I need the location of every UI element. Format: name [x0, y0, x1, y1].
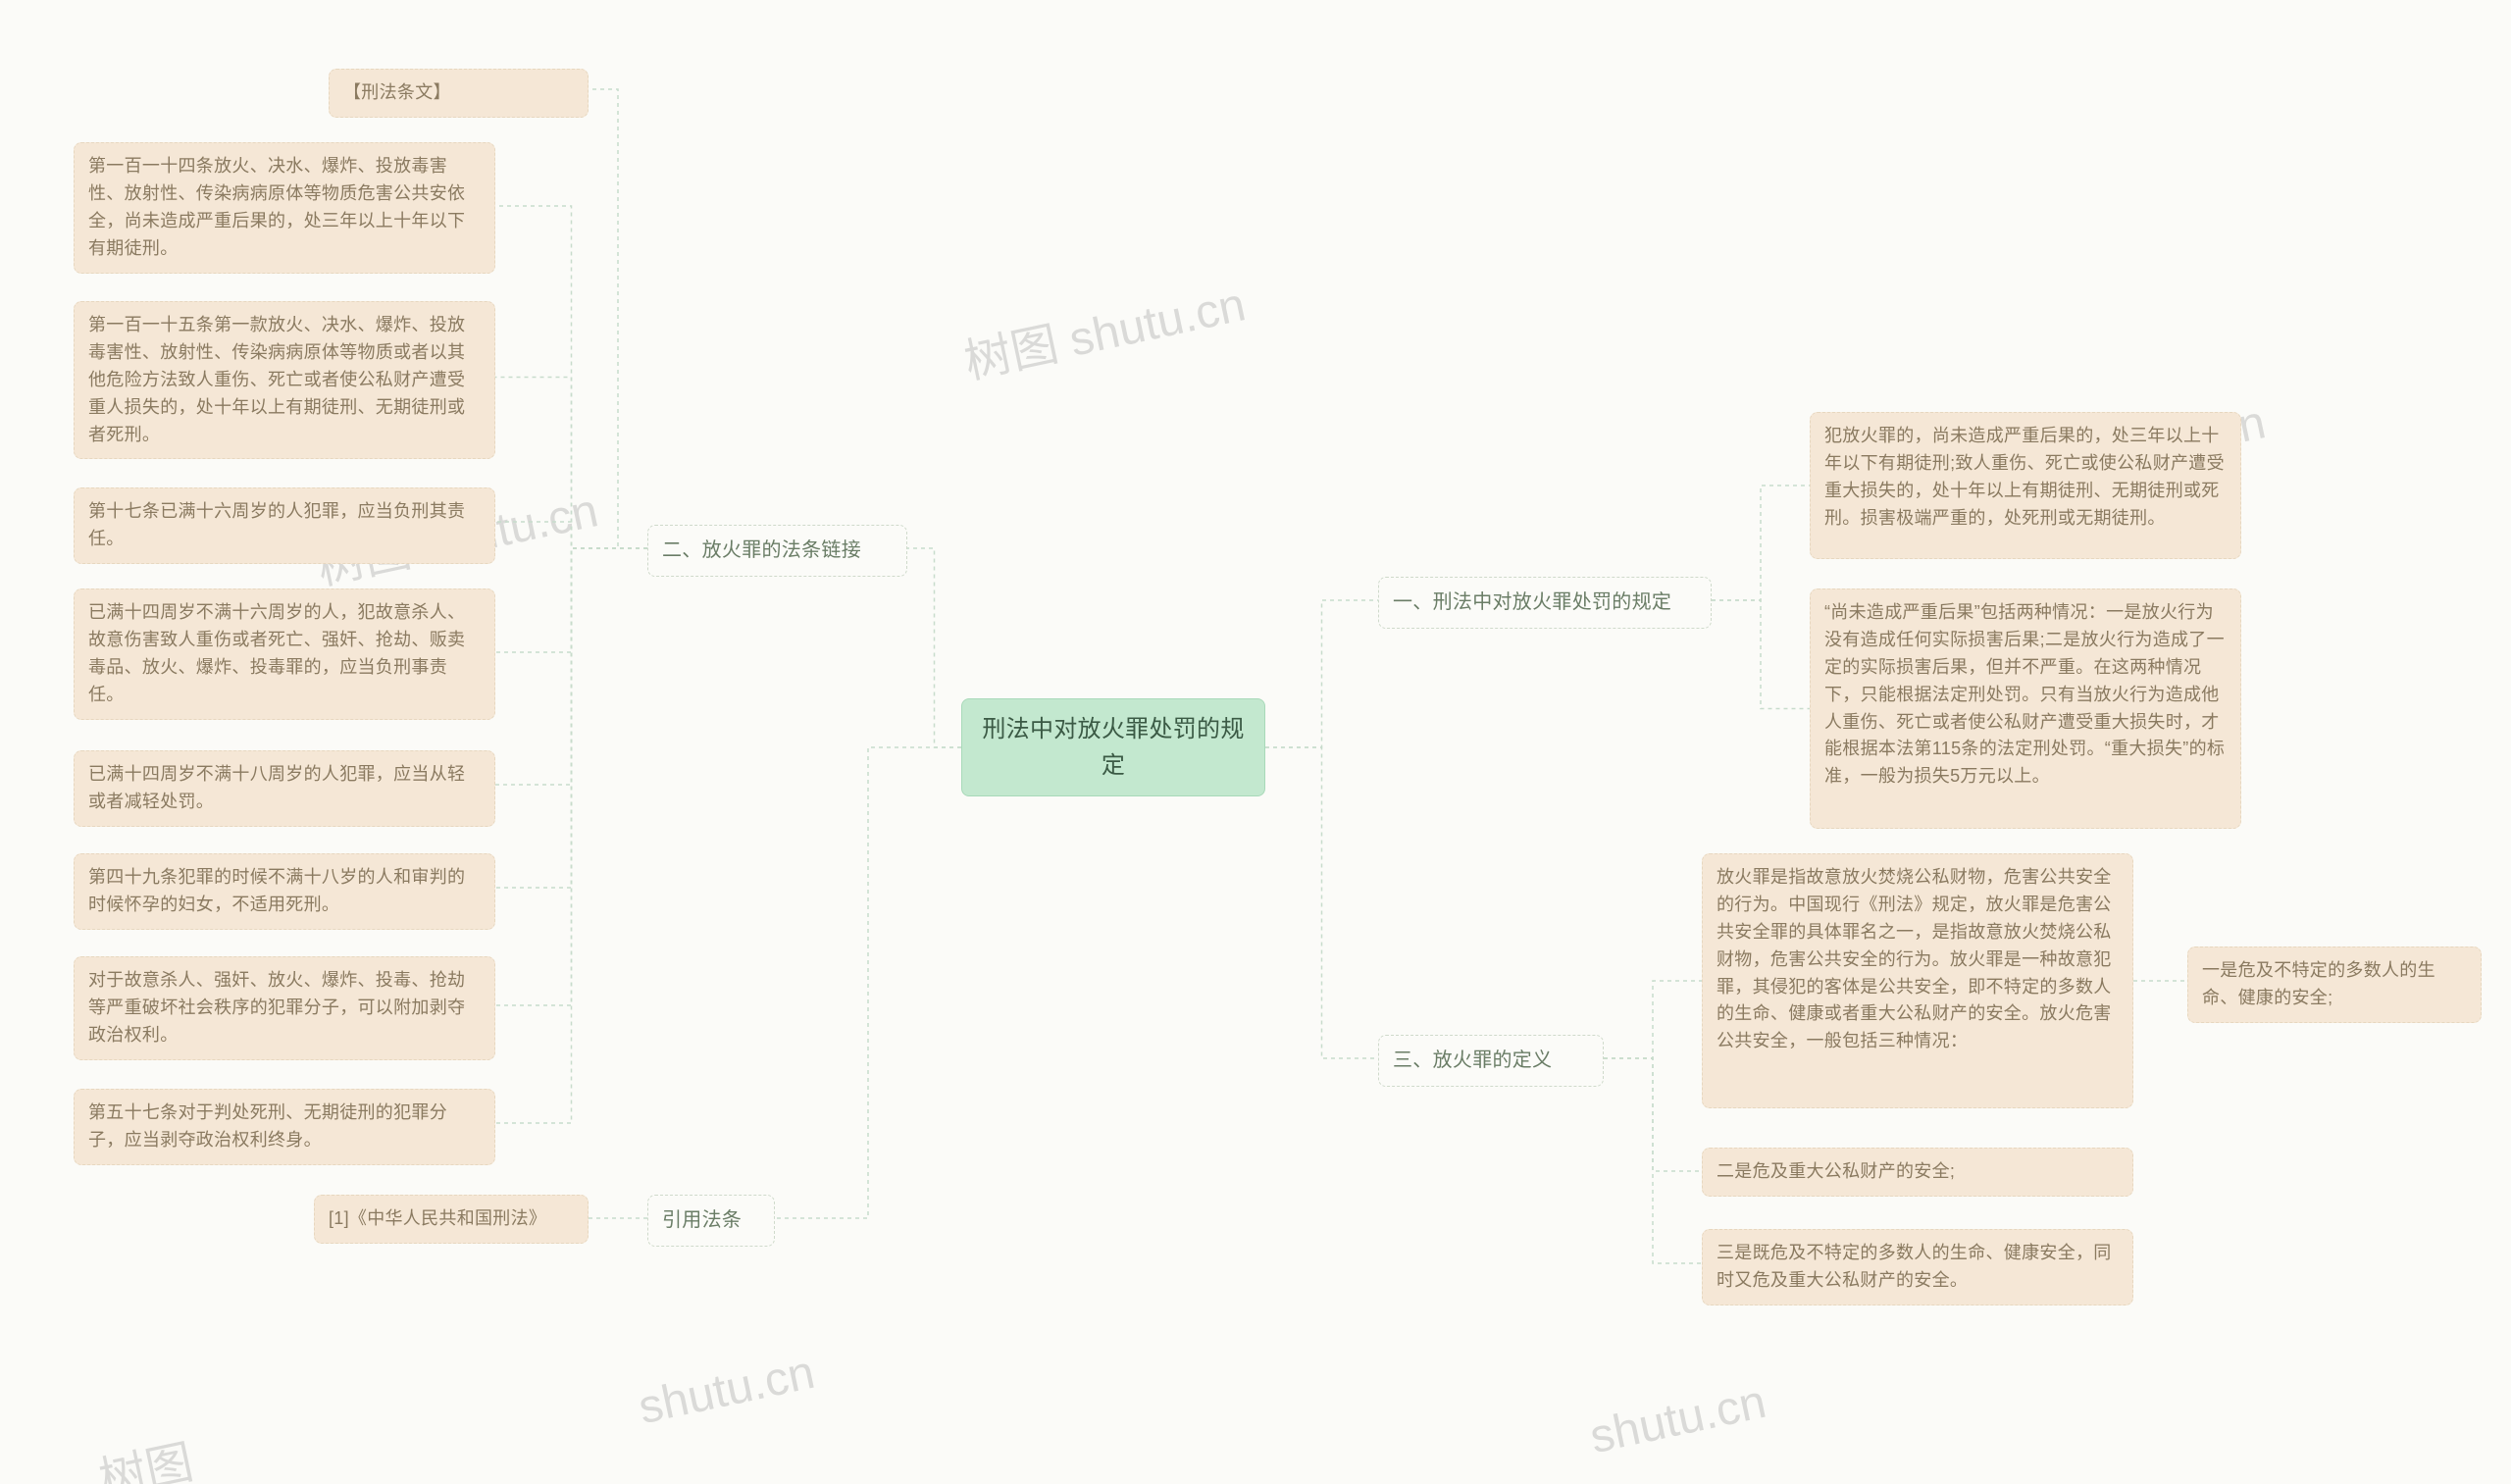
root-node: 刑法中对放火罪处罚的规定 [961, 698, 1265, 796]
connector [589, 89, 647, 548]
leaf-r3c: 三是既危及不特定的多数人的生命、健康安全，同时又危及重大公私财产的安全。 [1702, 1229, 2133, 1305]
leaf-l2a: 【刑法条文】 [329, 69, 589, 118]
connector [1604, 1058, 1702, 1263]
connector [495, 548, 647, 652]
connector [907, 548, 961, 747]
connector [1604, 1058, 1702, 1171]
mindmap-canvas: 树图 shutu.cn树图 shutu.cn树图 shutu.cnshutu.c… [0, 0, 2511, 1484]
connector [495, 548, 647, 1123]
leaf-l2f: 已满十四周岁不满十八周岁的人犯罪，应当从轻或者减轻处罚。 [74, 750, 495, 827]
connector [1265, 600, 1378, 747]
leaf-l2i: 第五十七条对于判处死刑、无期徒刑的犯罪分子，应当剥夺政治权利终身。 [74, 1089, 495, 1165]
leaf-r1b: “尚未造成严重后果”包括两种情况：一是放火行为没有造成任何实际损害后果;二是放火… [1810, 588, 2241, 829]
connector [495, 522, 647, 548]
connector [495, 548, 647, 785]
leaf-lref1: [1]《中华人民共和国刑法》 [314, 1195, 589, 1244]
leaf-l2b: 第一百一十四条放火、决水、爆炸、投放毒害性、放射性、传染病病原体等物质危害公共安… [74, 142, 495, 274]
connector [1712, 486, 1810, 600]
branch-lref: 引用法条 [647, 1195, 775, 1247]
connector [495, 378, 647, 549]
leaf-l2d: 第十七条已满十六周岁的人犯罪，应当负刑其责任。 [74, 487, 495, 564]
connector [1265, 747, 1378, 1058]
watermark: 树图 [92, 1423, 198, 1484]
leaf-r1a: 犯放火罪的，尚未造成严重后果的，处三年以上十年以下有期徒刑;致人重伤、死亡或使公… [1810, 412, 2241, 559]
leaf-l2g: 第四十九条犯罪的时候不满十八岁的人和审判的时候怀孕的妇女，不适用死刑。 [74, 853, 495, 930]
connector [495, 206, 647, 548]
watermark: shutu.cn [1585, 1375, 1770, 1465]
branch-r3: 三、放火罪的定义 [1378, 1035, 1604, 1087]
leaf-r3b: 二是危及重大公私财产的安全; [1702, 1148, 2133, 1197]
connector [495, 548, 647, 1005]
connector [1712, 600, 1810, 709]
watermark: shutu.cn [634, 1346, 819, 1436]
connector [1604, 981, 1702, 1058]
connector [495, 548, 647, 888]
leaf-r3a1: 一是危及不特定的多数人的生命、健康的安全; [2187, 947, 2482, 1023]
leaf-l2e: 已满十四周岁不满十六周岁的人，犯故意杀人、故意伤害致人重伤或者死亡、强奸、抢劫、… [74, 588, 495, 720]
watermark: 树图 shutu.cn [957, 266, 1251, 392]
branch-l2: 二、放火罪的法条链接 [647, 525, 907, 577]
leaf-l2h: 对于故意杀人、强奸、放火、爆炸、投毒、抢劫等严重破坏社会秩序的犯罪分子，可以附加… [74, 956, 495, 1060]
leaf-r3a: 放火罪是指故意放火焚烧公私财物，危害公共安全的行为。中国现行《刑法》规定，放火罪… [1702, 853, 2133, 1108]
leaf-l2c: 第一百一十五条第一款放火、决水、爆炸、投放毒害性、放射性、传染病病原体等物质或者… [74, 301, 495, 459]
branch-r1: 一、刑法中对放火罪处罚的规定 [1378, 577, 1712, 629]
connector [775, 747, 961, 1218]
